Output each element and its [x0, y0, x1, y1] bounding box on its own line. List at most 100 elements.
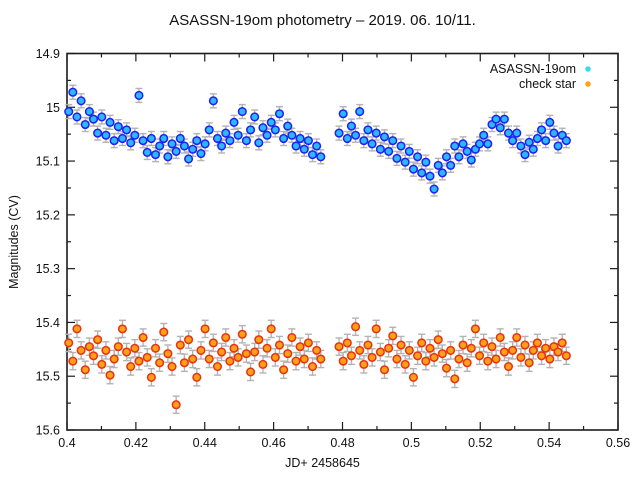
data-point	[188, 354, 198, 364]
data-point	[241, 349, 251, 359]
data-point	[237, 107, 247, 117]
data-point	[72, 324, 82, 334]
data-point	[163, 152, 173, 162]
data-point	[262, 130, 272, 140]
data-point	[462, 358, 472, 368]
y-tick-label: 15.1	[36, 155, 60, 169]
data-point	[283, 121, 293, 131]
data-point	[475, 351, 485, 361]
data-point	[117, 133, 127, 144]
x-tick-label: 0.52	[468, 436, 492, 450]
data-point	[80, 365, 90, 375]
x-tick-label: 0.56	[606, 436, 630, 450]
data-point	[291, 356, 301, 366]
data-point	[404, 345, 414, 355]
data-point	[316, 354, 326, 364]
data-point	[204, 354, 214, 364]
data-point	[122, 125, 132, 135]
data-point	[355, 345, 365, 355]
data-point	[274, 340, 285, 350]
data-point	[212, 133, 223, 144]
data-point	[437, 168, 447, 178]
data-point	[417, 338, 427, 348]
data-point	[392, 153, 402, 163]
data-point	[553, 141, 563, 151]
data-point	[363, 340, 373, 350]
data-point	[179, 358, 189, 368]
data-point	[101, 345, 111, 355]
y-tick-label: 14.9	[36, 47, 60, 61]
data-point	[163, 349, 173, 359]
data-point	[351, 130, 361, 140]
data-point	[346, 351, 357, 361]
data-point	[528, 144, 538, 154]
data-point	[295, 342, 305, 352]
data-point	[270, 352, 280, 362]
y-tick-label: 15.4	[36, 316, 60, 330]
data-point	[188, 144, 198, 154]
data-point	[483, 356, 493, 366]
data-point	[233, 130, 243, 140]
data-point	[196, 148, 206, 159]
data-point	[179, 141, 189, 151]
data-point	[266, 324, 276, 334]
data-point	[146, 372, 156, 382]
data-point	[441, 363, 452, 373]
data-point	[93, 335, 103, 345]
data-point	[561, 136, 571, 146]
data-point	[545, 117, 555, 127]
legend-label: check star	[519, 77, 576, 91]
data-point	[408, 372, 418, 382]
data-point	[446, 160, 456, 170]
data-point	[516, 141, 526, 151]
y-tick-label: 15.2	[36, 208, 60, 222]
data-point	[359, 136, 369, 146]
data-point	[561, 351, 571, 361]
data-point	[291, 141, 301, 151]
x-tick-label: 0.54	[537, 436, 561, 450]
data-point	[408, 164, 418, 174]
data-point	[254, 335, 264, 345]
data-point	[196, 345, 206, 355]
x-tick-label: 0.46	[261, 436, 285, 450]
data-point	[266, 117, 276, 127]
data-point	[342, 338, 352, 348]
data-point	[233, 352, 243, 362]
data-point	[524, 137, 534, 147]
data-point	[299, 354, 309, 364]
x-tick-label: 0.42	[124, 436, 148, 450]
y-tick-label: 15.3	[36, 262, 60, 276]
data-point	[295, 133, 305, 144]
data-point	[150, 343, 161, 353]
data-point	[88, 351, 99, 361]
data-point	[499, 114, 509, 124]
data-point	[68, 87, 78, 97]
data-point	[379, 365, 390, 375]
data-point	[200, 139, 210, 149]
data-point	[97, 112, 107, 122]
data-point	[528, 345, 538, 355]
data-point	[76, 96, 86, 106]
data-point	[371, 128, 381, 138]
data-point	[421, 356, 431, 366]
data-point	[175, 340, 185, 350]
data-point	[274, 109, 285, 119]
data-point	[171, 400, 181, 410]
data-point	[384, 146, 394, 156]
data-point	[462, 146, 472, 156]
data-point	[159, 327, 169, 337]
data-point	[392, 354, 402, 364]
data-point	[146, 133, 156, 144]
legend-marker-dot	[585, 66, 591, 72]
data-point	[279, 365, 289, 375]
data-point	[450, 141, 460, 151]
data-point	[458, 340, 468, 350]
data-point	[413, 152, 423, 162]
data-point	[155, 141, 165, 151]
data-point	[262, 343, 272, 353]
data-point	[396, 141, 406, 151]
x-tick-label: 0.48	[330, 436, 354, 450]
data-point	[483, 139, 493, 149]
data-point	[458, 139, 468, 149]
legend-label: ASASSN-19om	[490, 62, 576, 76]
